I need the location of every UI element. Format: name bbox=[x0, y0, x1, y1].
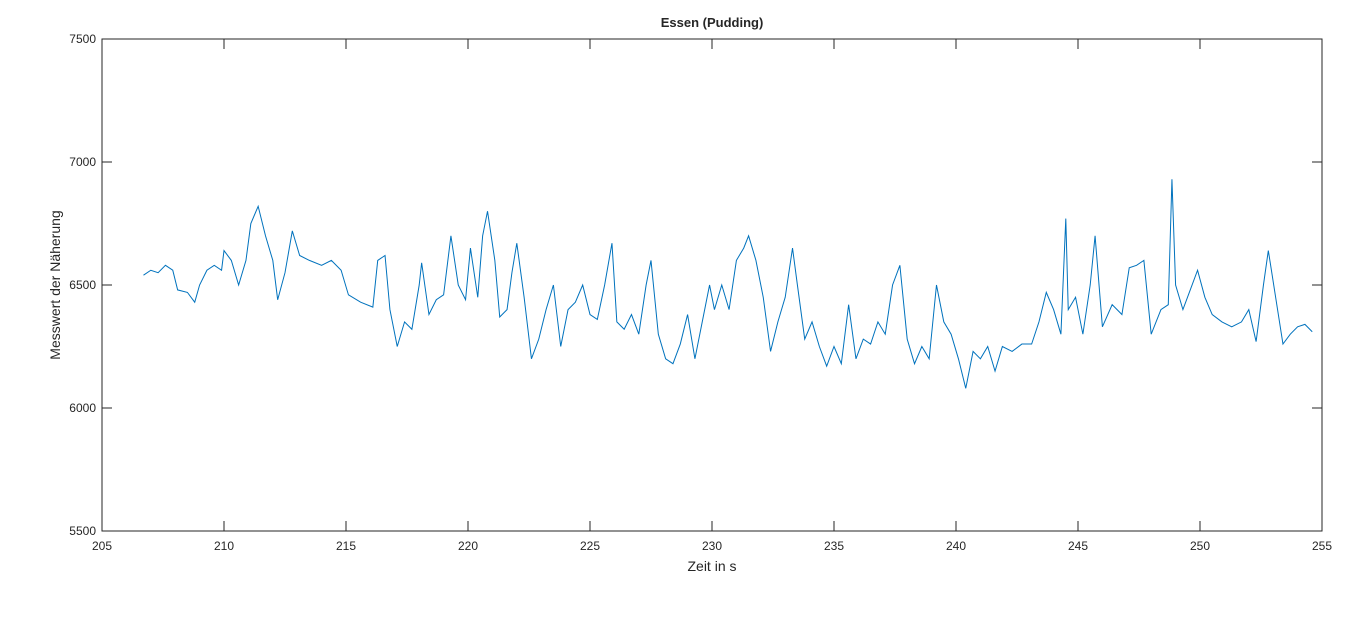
x-tick-label: 255 bbox=[1312, 539, 1332, 553]
x-tick-label: 240 bbox=[946, 539, 966, 553]
y-tick-label: 7500 bbox=[69, 32, 96, 46]
x-tick-label: 230 bbox=[702, 539, 722, 553]
x-axis-label: Zeit in s bbox=[687, 558, 736, 574]
data-line bbox=[143, 179, 1313, 389]
x-tick-label: 210 bbox=[214, 539, 234, 553]
x-tick-label: 245 bbox=[1068, 539, 1088, 553]
x-tick-label: 225 bbox=[580, 539, 600, 553]
y-tick-label: 6000 bbox=[69, 401, 96, 415]
y-axis-label: Messwert der Näherung bbox=[47, 210, 63, 359]
x-tick-label: 215 bbox=[336, 539, 356, 553]
y-tick-label: 5500 bbox=[69, 524, 96, 538]
x-tick-label: 235 bbox=[824, 539, 844, 553]
plot-box bbox=[101, 38, 1323, 532]
x-tick-label: 250 bbox=[1190, 539, 1210, 553]
chart-title: Essen (Pudding) bbox=[661, 15, 764, 30]
x-tick-label: 205 bbox=[92, 539, 112, 553]
y-tick-label: 7000 bbox=[69, 155, 96, 169]
x-tick-label: 220 bbox=[458, 539, 478, 553]
y-tick-label: 6500 bbox=[69, 278, 96, 292]
